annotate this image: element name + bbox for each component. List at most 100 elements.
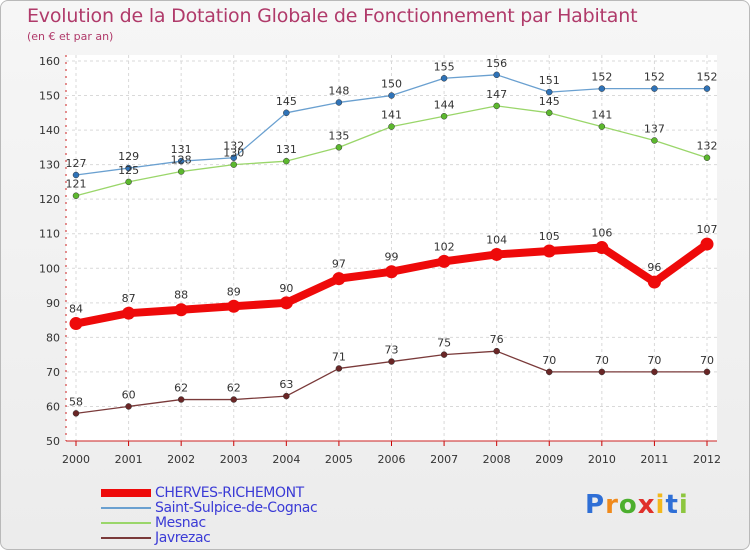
- data-point: [647, 275, 661, 289]
- data-label: 70: [700, 354, 714, 367]
- logo-letter: i: [655, 490, 666, 520]
- legend-swatch: [101, 521, 151, 524]
- data-label: 127: [66, 157, 87, 170]
- y-tick-label: 80: [46, 331, 60, 344]
- logo-letter: i: [678, 490, 689, 520]
- data-label: 88: [174, 289, 188, 302]
- data-label: 60: [122, 388, 136, 401]
- data-point: [335, 365, 343, 372]
- y-tick-label: 120: [39, 193, 60, 206]
- data-point: [385, 265, 398, 279]
- data-label: 147: [486, 88, 507, 101]
- data-label: 152: [697, 71, 718, 84]
- data-label: 148: [328, 84, 349, 97]
- data-point: [546, 88, 553, 96]
- data-label: 156: [486, 57, 507, 70]
- y-tick-label: 90: [46, 297, 60, 310]
- y-tick-label: 50: [46, 435, 60, 448]
- legend-label: Javrezac: [155, 529, 211, 546]
- data-point: [388, 358, 395, 365]
- data-point: [122, 306, 136, 320]
- data-label: 141: [591, 109, 612, 122]
- data-label: 150: [381, 78, 402, 91]
- data-label: 107: [697, 223, 718, 236]
- data-label: 145: [539, 95, 560, 108]
- legend-label: Mesnac: [155, 514, 206, 531]
- data-point: [125, 403, 132, 410]
- data-point: [598, 123, 606, 130]
- data-point: [177, 396, 185, 403]
- data-label: 63: [279, 378, 293, 391]
- y-tick-label: 150: [39, 90, 60, 103]
- x-tick-label: 2012: [693, 453, 721, 466]
- data-point: [230, 154, 237, 161]
- x-tick-label: 2001: [115, 453, 143, 466]
- data-point: [230, 396, 237, 403]
- logo-letter: x: [637, 490, 656, 520]
- data-point: [283, 392, 290, 400]
- data-label: 58: [69, 395, 83, 408]
- data-point: [546, 109, 553, 117]
- data-label: 71: [332, 350, 346, 363]
- data-point: [279, 296, 293, 310]
- data-label: 132: [697, 140, 718, 153]
- y-tick-label: 70: [46, 366, 60, 379]
- chart-legend: CHERVES-RICHEMONT Saint-Sulpice-de-Cognac…: [101, 484, 421, 546]
- data-label: 125: [118, 164, 139, 177]
- logo-letter: o: [618, 490, 638, 520]
- data-point: [69, 317, 83, 331]
- data-label: 155: [434, 60, 455, 73]
- data-point: [651, 85, 658, 92]
- chart-title: Evolution de la Dotation Globale de Fonc…: [27, 5, 638, 27]
- x-tick-label: 2010: [588, 453, 616, 466]
- data-point: [595, 241, 609, 255]
- data-point: [440, 113, 448, 120]
- data-label: 104: [486, 233, 507, 246]
- proxiti-logo: Proxiti: [585, 490, 689, 520]
- data-label: 70: [542, 354, 556, 367]
- data-label: 128: [171, 154, 192, 167]
- data-point: [174, 303, 188, 317]
- data-point: [490, 247, 504, 261]
- x-tick-label: 2003: [220, 453, 248, 466]
- data-label: 90: [279, 282, 293, 295]
- data-point: [227, 299, 241, 313]
- x-tick-label: 2002: [167, 453, 195, 466]
- legend-item: Mesnac: [101, 514, 421, 531]
- legend-swatch: [101, 506, 151, 509]
- data-point: [493, 347, 500, 355]
- x-tick-label: 2006: [378, 453, 406, 466]
- data-point: [651, 137, 658, 144]
- data-point: [177, 168, 185, 175]
- data-label: 135: [328, 129, 349, 142]
- y-tick-label: 110: [39, 228, 60, 241]
- y-tick-label: 60: [46, 400, 60, 413]
- data-label: 141: [381, 109, 402, 122]
- data-point: [335, 144, 343, 151]
- logo-letter: t: [665, 490, 679, 520]
- legend-label: Saint-Sulpice-de-Cognac: [155, 499, 318, 516]
- data-point: [703, 368, 711, 376]
- data-point: [332, 272, 346, 286]
- data-point: [335, 99, 343, 106]
- data-label: 84: [69, 303, 83, 316]
- data-label: 131: [276, 143, 297, 156]
- data-label: 70: [595, 354, 609, 367]
- legend-item: Saint-Sulpice-de-Cognac: [101, 499, 421, 516]
- x-tick-label: 2007: [430, 453, 458, 466]
- data-point: [703, 154, 711, 161]
- data-label: 96: [647, 261, 661, 274]
- y-tick-label: 100: [39, 262, 60, 275]
- data-label: 62: [227, 382, 241, 395]
- data-label: 73: [385, 344, 399, 357]
- logo-letter: r: [605, 490, 619, 520]
- data-label: 97: [332, 258, 346, 271]
- legend-label: CHERVES-RICHEMONT: [155, 484, 304, 501]
- data-point: [440, 75, 448, 82]
- data-point: [125, 164, 132, 172]
- data-label: 129: [118, 150, 139, 163]
- data-label: 152: [644, 71, 665, 84]
- data-label: 89: [227, 285, 241, 298]
- data-label: 105: [539, 230, 560, 243]
